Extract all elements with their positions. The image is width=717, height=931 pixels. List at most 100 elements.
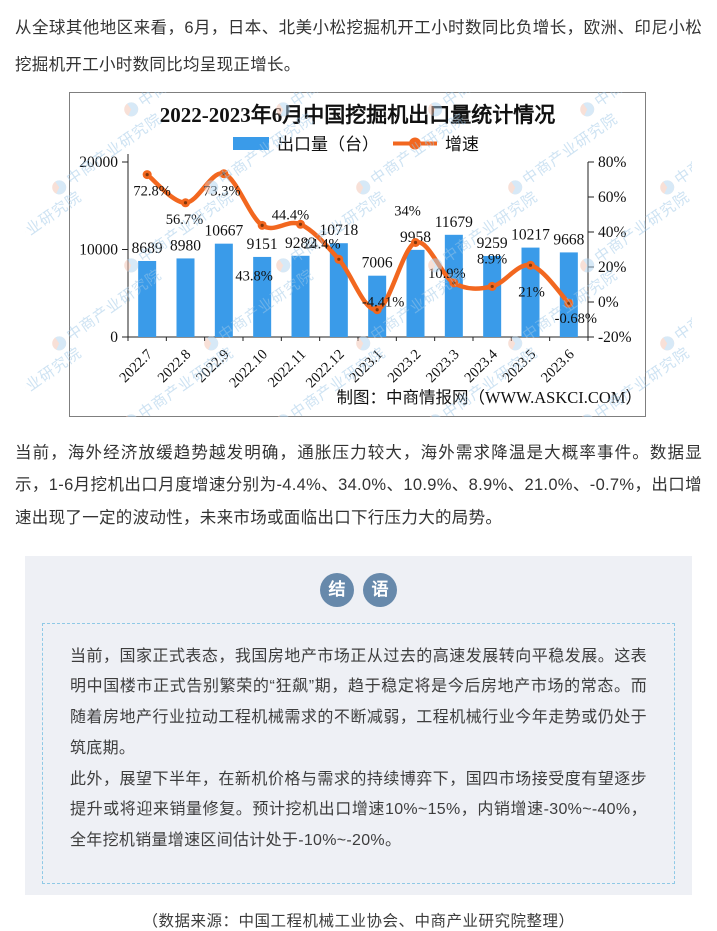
bar-2022.10: [253, 257, 272, 338]
x-axis-label: 2023.3: [423, 347, 463, 387]
growth-value-label: 24.4%: [303, 237, 340, 253]
right-axis-tick: 80%: [598, 154, 627, 171]
bar-value-label: 9151: [247, 236, 278, 253]
growth-point-center: [452, 281, 456, 285]
growth-value-label: 10.9%: [428, 266, 465, 282]
excavator-export-chart: 2022-2023年6月中国挖掘机出口量统计情况出口量（台） 增速 0 10000 20…: [25, 92, 692, 418]
bar-value-label: 9668: [553, 232, 584, 249]
x-axis-label: 2022.7: [116, 347, 156, 387]
bar-value-label: 10667: [204, 223, 243, 240]
growth-point-center: [528, 263, 533, 268]
growth-point-center: [567, 301, 571, 306]
left-axis-tick: 0: [110, 329, 118, 346]
axes: 0 10000 20000 -20% 0% 20% 40% 60% 80%: [79, 154, 632, 346]
growth-point-center: [490, 285, 494, 289]
watermark-logo-icon: [52, 336, 67, 351]
x-axis-label: 2023.6: [538, 347, 578, 387]
legend-line-dot: [409, 137, 421, 150]
bar-2022.7: [138, 261, 157, 338]
growth-point-center: [413, 241, 418, 245]
x-axis-label: 2023.5: [500, 347, 540, 387]
watermark-logo-icon: [663, 180, 675, 195]
watermark-logo-icon: [55, 180, 67, 195]
watermark-logo-icon: [660, 180, 675, 195]
growth-value-label: 34%: [394, 204, 421, 220]
growth-value-label: 56.7%: [166, 212, 203, 228]
watermark-logo-icon: [55, 336, 67, 351]
bar-value-label: 9259: [477, 235, 508, 252]
bar-2023.6: [559, 252, 578, 338]
bar-value-label: 9958: [400, 229, 431, 246]
x-axis-label: 2023.4: [461, 346, 501, 386]
growth-point-center: [260, 224, 264, 228]
bar-value-label: 10217: [511, 227, 550, 244]
conclusion-text-area: 当前，国家正式表态，我国房地产市场正从过去的高速发展转向平稳发展。这表明中国楼市…: [42, 622, 675, 884]
left-axis-tick: 20000: [79, 154, 118, 171]
analysis-paragraph: 当前，海外经济放缓趋势越发明确，通胀压力较大，海外需求降温是大概率事件。数据显示…: [15, 444, 702, 527]
bar-value-label: 8980: [170, 238, 201, 255]
growth-point-center: [337, 257, 341, 262]
conclusion-paragraph-1: 当前，国家正式表态，我国房地产市场正从过去的高速发展转向平稳发展。这表明中国楼市…: [70, 647, 647, 757]
growth-value-label: 73.3%: [203, 184, 240, 200]
left-axis-tick: 10000: [79, 242, 118, 259]
right-axis-tick: 20%: [598, 259, 627, 276]
watermark-text: 中商产业研究院: [671, 110, 692, 189]
x-axis-label: 2023.2: [385, 347, 425, 387]
badge-char-jie: 结: [320, 572, 354, 607]
bar-value-label: 8689: [132, 240, 163, 257]
watermark-text: 中商产业研究院: [671, 266, 692, 345]
intro-paragraph: 从全球其他地区来看，6月，日本、北美小松挖掘机开工小时数同比负增长，欧洲、印尼小…: [15, 19, 702, 75]
chart-credit: 制图：中商情报网（WWW.ASKCI.COM）: [336, 388, 642, 407]
growth-value-label: 43.8%: [235, 269, 272, 285]
growth-value-label: -0.68%: [555, 311, 597, 327]
watermark-logo-icon: [663, 336, 675, 351]
growth-value-label: -4.41%: [362, 295, 404, 311]
growth-point-center: [183, 201, 188, 205]
bar-2023.4: [483, 256, 502, 338]
bar-2022.11: [291, 256, 310, 338]
right-axis-tick: 0%: [598, 294, 619, 311]
conclusion-badge: 结 语: [42, 572, 675, 607]
growth-point-center: [298, 222, 303, 227]
bar-value-label: 10718: [319, 222, 358, 239]
legend-bar-swatch: [233, 137, 269, 151]
bar-value-label: 9282: [285, 235, 316, 252]
bar-2023.2: [406, 250, 425, 338]
bar-2022.9: [214, 243, 233, 338]
watermark-item: 中商产业研究院: [660, 266, 692, 351]
bar-value-label: 11679: [435, 214, 473, 231]
x-axis-label: 2022.11: [265, 347, 309, 391]
conclusion-box: 结 语 当前，国家正式表态，我国房地产市场正从过去的高速发展转向平稳发展。这表明…: [25, 555, 692, 895]
x-axis-label: 2022.12: [303, 347, 348, 392]
growth-point-center: [375, 308, 379, 312]
bar-2022.8: [176, 258, 195, 338]
growth-value-label: 21%: [518, 285, 545, 301]
growth-value-label: 8.9%: [477, 252, 507, 268]
legend-line-label: 增速: [445, 135, 479, 154]
watermark-item: 中商产业研究院: [660, 110, 692, 195]
watermark-logo-icon: [52, 180, 67, 195]
growth-point-center: [222, 172, 226, 176]
legend-bar-label: 出口量（台）: [277, 135, 379, 154]
right-axis-tick: 60%: [598, 189, 627, 206]
right-axis-tick: -20%: [598, 329, 632, 346]
x-axis-label: 2022.8: [155, 347, 195, 387]
bar-value-label: 7006: [362, 255, 393, 272]
chart-legend: 出口量（台） 增速: [233, 135, 479, 154]
chart-title: 2022-2023年6月中国挖掘机出口量统计情况: [160, 103, 556, 127]
growth-value-label: 72.8%: [133, 184, 170, 200]
growth-value-label: 44.4%: [272, 208, 309, 224]
growth-line: 72.8% 56.7%73.3% 43.8% 44.4% 24.4% -4.41% 34% 1…: [133, 169, 597, 327]
badge-char-yu: 语: [363, 572, 397, 607]
data-source-line: （数据来源：中国工程机械工业协会、中商产业研究院整理）: [142, 912, 575, 930]
conclusion-paragraph-2: 此外，展望下半年，在新机价格与需求的持续博弈下，国四市场接受度有望逐步提升或将迎…: [70, 770, 647, 850]
watermark-logo-icon: [660, 336, 675, 351]
chart-border: [69, 92, 646, 418]
x-axis-label: 2022.10: [226, 347, 271, 392]
right-axis-tick: 40%: [598, 224, 627, 241]
bar-2023.5: [521, 247, 540, 338]
growth-point-center: [145, 173, 149, 177]
x-axis-label: 2023.1: [346, 347, 386, 387]
